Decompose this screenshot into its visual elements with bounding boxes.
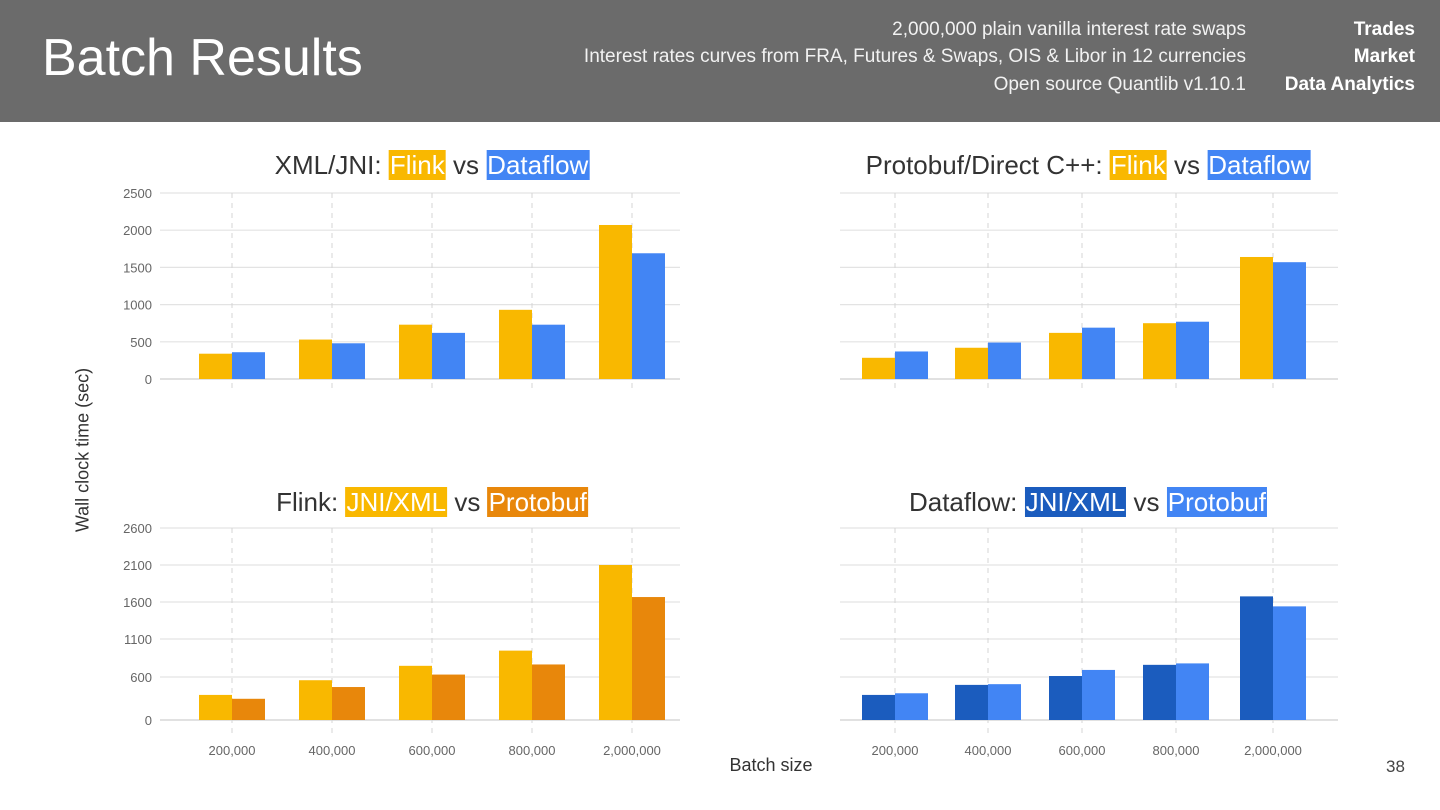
bar-jnixml-1	[299, 680, 332, 720]
bar-jnixml-0	[199, 694, 232, 720]
x-tick-label: 2,000,000	[603, 743, 661, 758]
label-market: Market	[1353, 46, 1415, 67]
x-tick-label: 400,000	[309, 743, 356, 758]
bar-dataflow-0	[895, 351, 928, 379]
bar-protobuf-4	[632, 597, 665, 720]
title-jni-xml: JNI/XML	[1024, 487, 1127, 517]
bar-flink-2	[399, 324, 432, 379]
bar-flink-4	[1240, 256, 1273, 379]
title-vs: vs	[445, 150, 487, 180]
title-vs: vs	[1126, 487, 1167, 517]
x-tick-label: 600,000	[409, 743, 456, 758]
bar-flink-4	[599, 224, 632, 379]
bar-protobuf-0	[232, 698, 265, 720]
bar-flink-0	[862, 357, 895, 379]
bar-protobuf-1	[988, 684, 1021, 720]
title-protobuf: Protobuf	[1166, 487, 1268, 517]
bar-protobuf-0	[895, 693, 928, 720]
x-tick-label: 800,000	[509, 743, 556, 758]
bar-protobuf-3	[1176, 663, 1209, 720]
y-tick-label: 2100	[123, 558, 152, 573]
title-dataflow: Dataflow	[1207, 150, 1311, 180]
y-tick-label: 2000	[123, 223, 152, 238]
y-tick-label: 2500	[123, 186, 152, 201]
title-prefix: Flink:	[276, 487, 346, 517]
x-tick-label: 200,000	[872, 743, 919, 758]
x-tick-label: 800,000	[1153, 743, 1200, 758]
bar-dataflow-3	[532, 324, 565, 379]
title-prefix: Protobuf/Direct C++:	[865, 150, 1110, 180]
title-jni-xml: JNI/XML	[345, 487, 448, 517]
chart-title-xml-jni: XML/JNI: Flink vs Dataflow	[275, 150, 590, 181]
bar-jnixml-1	[955, 684, 988, 720]
title-protobuf: Protobuf	[487, 487, 588, 517]
y-tick-label: 500	[130, 335, 152, 350]
subtitle-market: Interest rates curves from FRA, Futures …	[583, 46, 1246, 67]
x-tick-label: 400,000	[965, 743, 1012, 758]
title-prefix: Dataflow:	[908, 487, 1025, 517]
title-flink: Flink	[388, 150, 446, 180]
bar-jnixml-0	[862, 694, 895, 720]
y-tick-label: 0	[145, 372, 152, 387]
title-dataflow: Dataflow	[486, 150, 590, 180]
bar-flink-1	[299, 339, 332, 379]
label-data-analytics: Data Analytics	[1284, 74, 1415, 95]
title-vs: vs	[1166, 150, 1208, 180]
bar-jnixml-3	[1143, 664, 1176, 720]
bar-dataflow-4	[1273, 262, 1306, 379]
y-tick-label: 0	[145, 713, 152, 728]
bar-flink-3	[1143, 323, 1176, 379]
y-tick-label: 1100	[124, 632, 152, 647]
bar-jnixml-2	[1049, 676, 1082, 720]
bar-jnixml-3	[499, 650, 532, 720]
bar-protobuf-2	[432, 674, 465, 720]
slide-title: Batch Results	[42, 29, 363, 87]
y-tick-label: 1600	[123, 595, 152, 610]
bar-protobuf-1	[332, 687, 365, 720]
bar-flink-0	[199, 353, 232, 379]
x-tick-label: 600,000	[1059, 743, 1106, 758]
bar-flink-1	[955, 347, 988, 379]
bar-dataflow-0	[232, 352, 265, 379]
y-tick-label: 1000	[123, 298, 152, 313]
bar-dataflow-2	[1082, 327, 1115, 379]
bar-dataflow-4	[632, 253, 665, 379]
title-vs: vs	[447, 487, 488, 517]
bar-protobuf-4	[1273, 606, 1306, 720]
bar-dataflow-2	[432, 332, 465, 379]
slide-header: Batch Results 2,000,000 plain vanilla in…	[0, 0, 1440, 122]
subtitle-trades: 2,000,000 plain vanilla interest rate sw…	[892, 19, 1246, 40]
y-tick-label: 1500	[123, 260, 152, 275]
subtitle-analytics: Open source Quantlib v1.10.1	[993, 74, 1246, 95]
title-flink: Flink	[1109, 150, 1167, 180]
chart-title-flink: Flink: JNI/XML vs Protobuf	[276, 487, 588, 518]
bar-jnixml-4	[1240, 596, 1273, 720]
bar-flink-3	[499, 309, 532, 379]
y-axis-label: Wall clock time (sec)	[72, 367, 93, 533]
label-trades: Trades	[1353, 19, 1415, 40]
bar-dataflow-1	[988, 342, 1021, 379]
bar-jnixml-4	[599, 565, 632, 720]
bar-protobuf-2	[1082, 669, 1115, 720]
x-tick-label: 2,000,000	[1244, 743, 1302, 758]
y-tick-label: 600	[130, 670, 152, 685]
x-axis-label: Batch size	[729, 755, 813, 775]
chart-title-protobuf: Protobuf/Direct C++: Flink vs Dataflow	[866, 150, 1311, 181]
bar-jnixml-2	[399, 665, 432, 720]
page-number: 38	[1386, 757, 1405, 776]
bar-dataflow-1	[332, 343, 365, 379]
title-prefix: XML/JNI:	[274, 150, 389, 180]
bar-flink-2	[1049, 332, 1082, 379]
y-tick-label: 2600	[123, 521, 152, 536]
bar-dataflow-3	[1176, 321, 1209, 379]
x-tick-label: 200,000	[209, 743, 256, 758]
bar-protobuf-3	[532, 664, 565, 720]
chart-title-dataflow: Dataflow: JNI/XML vs Protobuf	[908, 487, 1268, 518]
